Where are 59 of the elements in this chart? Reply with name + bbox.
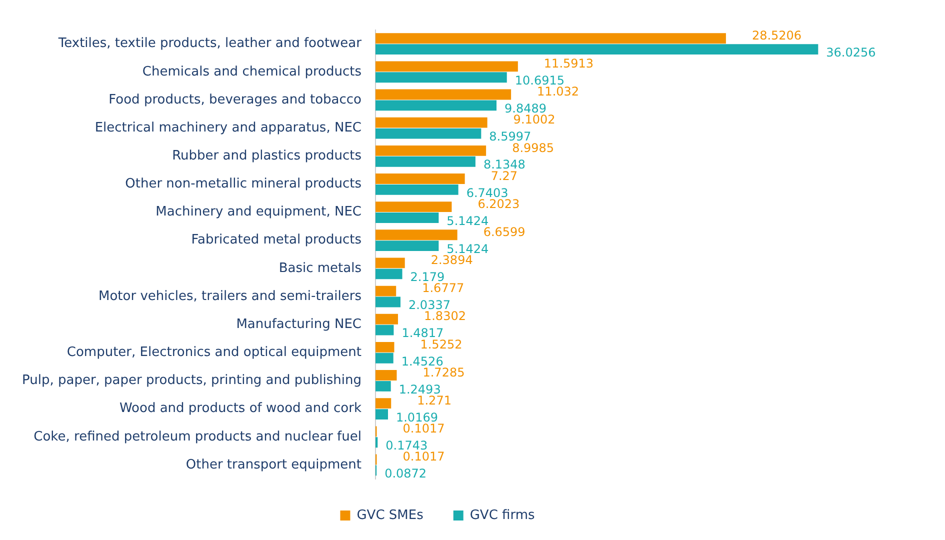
y-tick-label: Rubber and plastics products [172,148,362,164]
y-tick-label: Wood and products of wood and cork [119,401,362,416]
bar [375,352,394,364]
bar [375,156,476,167]
data-label: 2.3894 [430,253,473,268]
bar [375,202,452,212]
bar [375,342,394,352]
bar [375,296,400,308]
y-tick-label: Pulp, paper, paper products, printing and publishing [22,373,362,388]
data-label: 0.1743 [386,438,428,452]
data-label: 0.1017 [402,422,445,436]
bar [375,212,439,223]
bar [375,286,396,296]
bar [375,437,378,448]
bar [375,145,486,156]
bar [375,72,507,83]
y-tick-label: Electrical machinery and apparatus, NEC [94,120,362,136]
bar [375,184,458,195]
bar [375,33,726,44]
bar [375,100,497,111]
bar [375,398,392,409]
bar [375,314,398,324]
bar [375,230,458,240]
y-tick-label: Computer, Electronics and optical equipment [66,345,362,360]
y-tick-label: Manufacturing NEC [236,316,362,332]
bar [375,61,518,72]
y-tick-label: Fabricated metal products [191,232,362,248]
bar [375,240,439,252]
legend-label: GVC firms [470,508,535,523]
y-tick-label: Coke, refined petroleum products and nuclear fuel [34,429,362,444]
y-tick-label: Food products, beverages and tobacco [108,92,362,108]
data-label: 6.6599 [483,225,526,240]
bar [375,89,512,100]
legend-label: GVC SMEs [356,508,424,523]
y-tick-label: Other non-metallic mineral products [125,176,362,192]
y-tick-label: Motor vehicles, trailers and semi-trailers [98,288,362,304]
data-label: 5.1424 [446,242,489,256]
data-label: 36.0256 [826,45,876,60]
bar [375,128,482,139]
y-tick-label: Textiles, textile products, leather and footwear [57,36,362,52]
data-label: 0.0872 [384,466,427,481]
bar [375,409,388,420]
data-label: 5.1424 [446,214,489,228]
bar [375,324,394,336]
bar [375,44,818,55]
bar [375,117,488,128]
bar [375,258,405,268]
y-tick-label: Chemicals and chemical products [142,64,362,80]
data-label: 0.1017 [402,450,445,464]
bar [375,370,397,380]
y-tick-label: Basic metals [278,260,362,276]
data-label: 11.5913 [544,56,594,71]
data-label: 1.0169 [396,410,438,424]
y-tick-label: Other transport equipment [186,457,362,472]
bar [375,381,391,392]
bar [375,268,402,280]
data-label: 28.5206 [752,28,802,42]
y-tick-label: Machinery and equipment, NEC [156,204,362,220]
bar [375,174,465,184]
